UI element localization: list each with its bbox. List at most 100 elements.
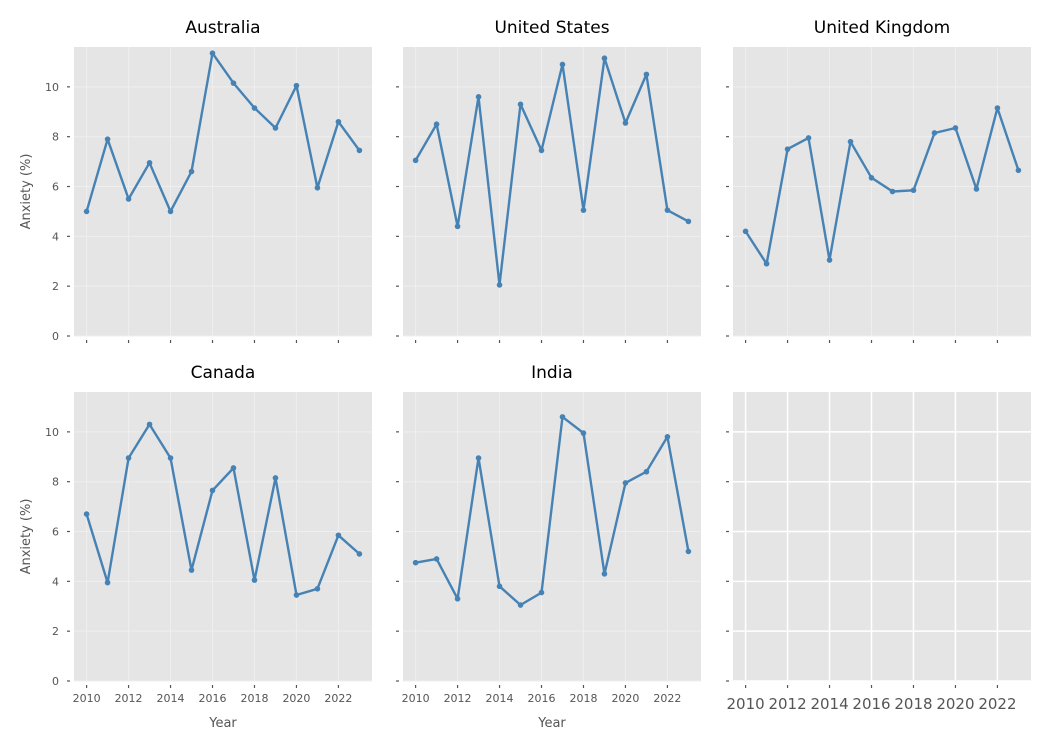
panel-title: Australia [185,18,260,38]
x-tick-label: 2012 [444,692,472,705]
data-point [356,147,363,154]
x-tick-label: 2018 [569,692,597,705]
data-point [475,94,482,100]
x-tick-label: 2012 [115,692,143,705]
series-line-2 [744,106,1020,265]
y-tick-label: 0 [52,330,59,343]
y-tick-label: 8 [52,476,59,489]
data-point [230,465,237,471]
data-point [335,118,342,125]
data-point [622,480,629,486]
data-point [314,184,321,191]
data-point [146,160,153,166]
x-tick-label: 2010 [402,692,430,705]
x-tick-label: 2014 [810,695,848,713]
y-tick-label: 6 [52,181,59,194]
data-point [601,571,608,577]
data-point [580,430,587,436]
data-point [356,551,363,557]
data-point [251,577,258,583]
x-tick-label: 2014 [157,692,185,705]
data-point [496,583,503,590]
x-tick-label: 2022 [978,695,1016,713]
data-point [83,511,90,517]
data-point [643,468,650,475]
data-point [889,188,896,195]
data-point [433,121,440,128]
panel-title: United States [494,18,609,38]
y-tick-label: 10 [45,81,59,94]
series-line-4 [415,415,690,607]
data-point [622,120,629,126]
x-tick-label: 2012 [768,695,806,713]
data-point [664,434,671,440]
data-point [1015,167,1022,174]
data-point [314,586,321,592]
y-axis-label: Anxiety (%) [19,499,34,575]
data-point [910,187,917,194]
data-point [251,105,258,111]
panel-title: United Kingdom [814,18,950,38]
x-axis-label: Year [537,716,566,731]
y-tick-label: 2 [52,280,59,293]
data-point [664,207,671,213]
data-point [973,186,980,192]
data-point [868,174,875,181]
x-tick-label: 2022 [653,692,681,705]
panel-background-3 [74,392,372,681]
data-point [580,207,587,213]
data-point [433,556,440,562]
y-tick-label: 6 [52,526,59,539]
x-tick-label: 2022 [324,692,352,705]
data-point [230,80,237,86]
x-tick-label: 2020 [936,695,974,713]
data-point [454,595,461,602]
x-tick-label: 2014 [486,692,514,705]
data-point [125,455,132,461]
data-point [293,82,300,89]
series-line-0 [85,52,361,213]
y-tick-label: 4 [52,230,59,243]
y-tick-label: 0 [52,675,59,688]
data-point [104,136,111,142]
data-point [83,208,90,215]
data-point [412,157,419,164]
x-tick-label: 2010 [73,692,101,705]
data-point [188,168,195,175]
data-point [763,260,770,267]
data-point [601,55,608,62]
panel-background-1 [403,47,701,336]
panel-title: Canada [191,363,256,383]
data-point [454,223,461,230]
y-axis-label: Anxiety (%) [19,154,34,230]
data-point [412,559,419,566]
data-point [209,487,216,494]
x-tick-label: 2018 [894,695,932,713]
x-tick-label: 2020 [611,692,639,705]
data-point [994,105,1001,111]
data-point [826,257,833,263]
data-point [517,602,524,608]
x-tick-label: 2020 [282,692,310,705]
data-point [685,548,692,555]
data-point [931,130,938,136]
y-tick-label: 10 [45,426,59,439]
data-point [538,589,545,596]
panel-background-4 [403,392,701,681]
panel-title: India [531,363,573,383]
series-line-1 [414,57,689,287]
data-point [209,50,216,57]
data-point [125,196,132,202]
data-point [784,146,791,152]
data-point [272,125,279,131]
data-point [538,147,545,154]
data-point [685,218,692,225]
y-tick-label: 8 [52,131,59,144]
x-tick-label: 2016 [199,692,227,705]
data-point [952,125,959,131]
data-point [272,475,279,481]
y-tick-label: 2 [52,625,59,638]
data-point [517,101,524,108]
x-axis-label: Year [208,716,237,731]
data-point [847,138,854,145]
